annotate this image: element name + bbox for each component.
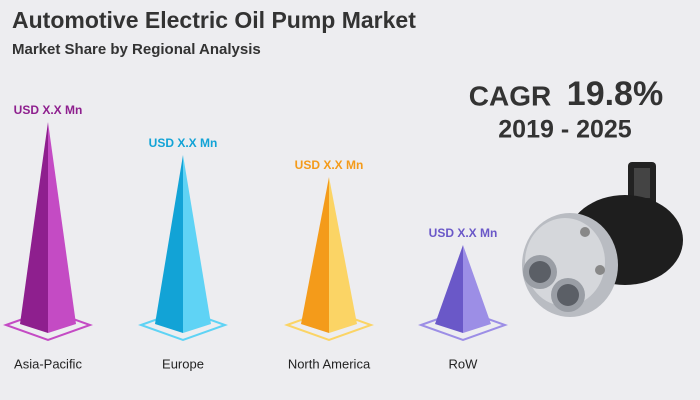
pyramid-right — [48, 122, 76, 333]
pump-image — [522, 162, 683, 317]
subtitle: Market Share by Regional Analysis — [12, 41, 261, 58]
pyramid-left — [301, 177, 329, 333]
cagr-label: CAGR — [469, 80, 551, 111]
value-label: USD X.X Mn — [429, 226, 498, 240]
cagr-period: 2019 - 2025 — [498, 116, 632, 144]
value-label: USD X.X Mn — [149, 136, 218, 150]
pyramid-right — [463, 245, 491, 333]
value-label: USD X.X Mn — [14, 103, 83, 117]
region-label: RoW — [449, 356, 479, 371]
pyramid-right — [183, 155, 211, 333]
region-label: Europe — [162, 356, 204, 371]
region-label: Asia-Pacific — [14, 356, 82, 371]
title: Automotive Electric Oil Pump Market — [12, 7, 416, 33]
pyramid-left — [435, 245, 463, 333]
region-label: North America — [288, 356, 371, 371]
cagr-value: 19.8% — [567, 75, 663, 113]
value-label: USD X.X Mn — [295, 158, 364, 172]
pyramid-right — [329, 177, 357, 333]
pyramid-left — [155, 155, 183, 333]
pyramid-left — [20, 122, 48, 333]
